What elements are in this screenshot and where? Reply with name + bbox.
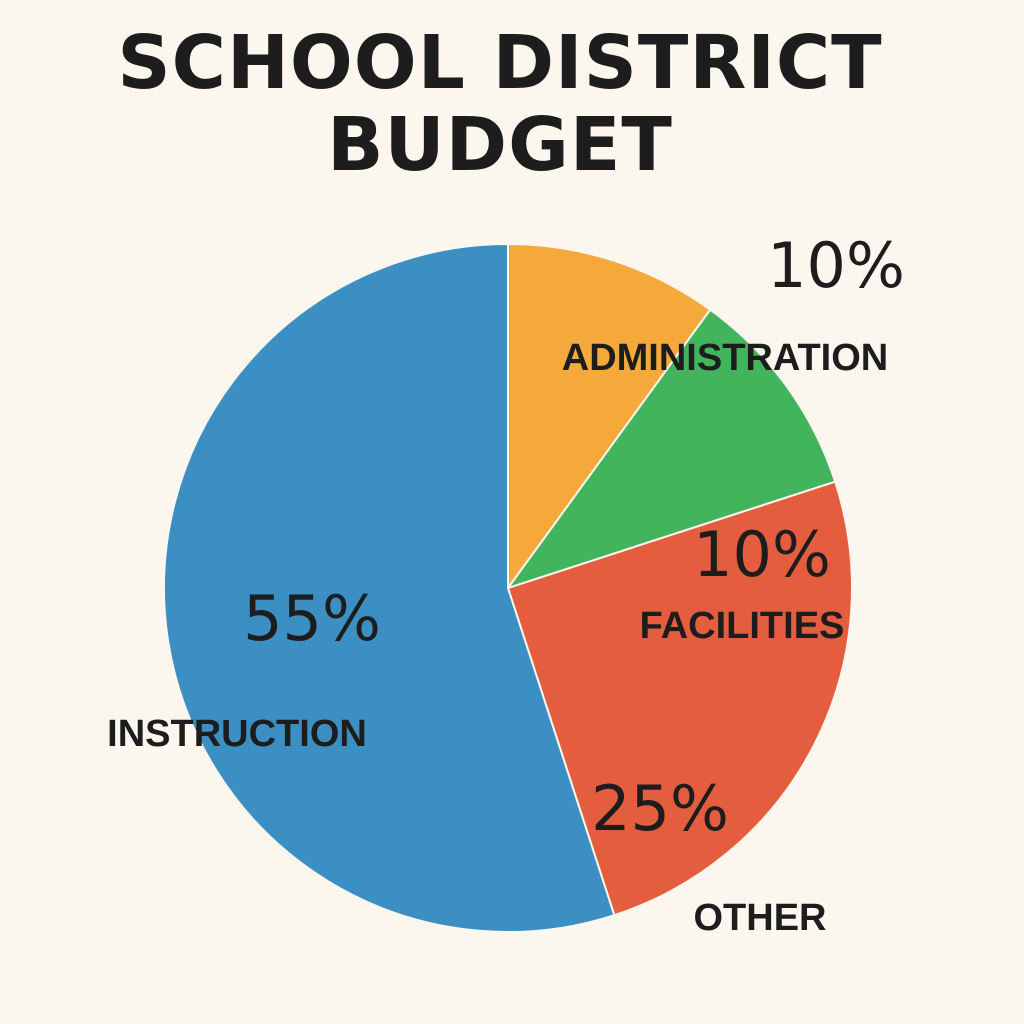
chart-title-line-2: BUDGET bbox=[327, 102, 673, 188]
slice-value-instruction: 55% bbox=[243, 582, 381, 655]
pie-slice-other bbox=[506, 480, 853, 917]
slice-label-instruction: INSTRUCTION bbox=[107, 713, 367, 755]
slice-label-other: OTHER bbox=[694, 897, 827, 939]
pie-slice-facilities bbox=[505, 308, 837, 590]
slice-label-facilities: FACILITIES bbox=[640, 605, 845, 647]
pie-slice-administration bbox=[507, 242, 712, 592]
chart-title: SCHOOL DISTRICT BUDGET bbox=[0, 22, 1000, 186]
pie-slices bbox=[162, 242, 853, 933]
slice-value-facilities: 10% bbox=[693, 518, 831, 591]
slice-value-administration: 10% bbox=[767, 229, 905, 302]
pie-slice-instruction bbox=[162, 242, 616, 933]
chart-title-line-1: SCHOOL DISTRICT bbox=[117, 20, 883, 106]
slice-label-administration: ADMINISTRATION bbox=[562, 337, 889, 379]
slice-value-other: 25% bbox=[591, 772, 729, 845]
